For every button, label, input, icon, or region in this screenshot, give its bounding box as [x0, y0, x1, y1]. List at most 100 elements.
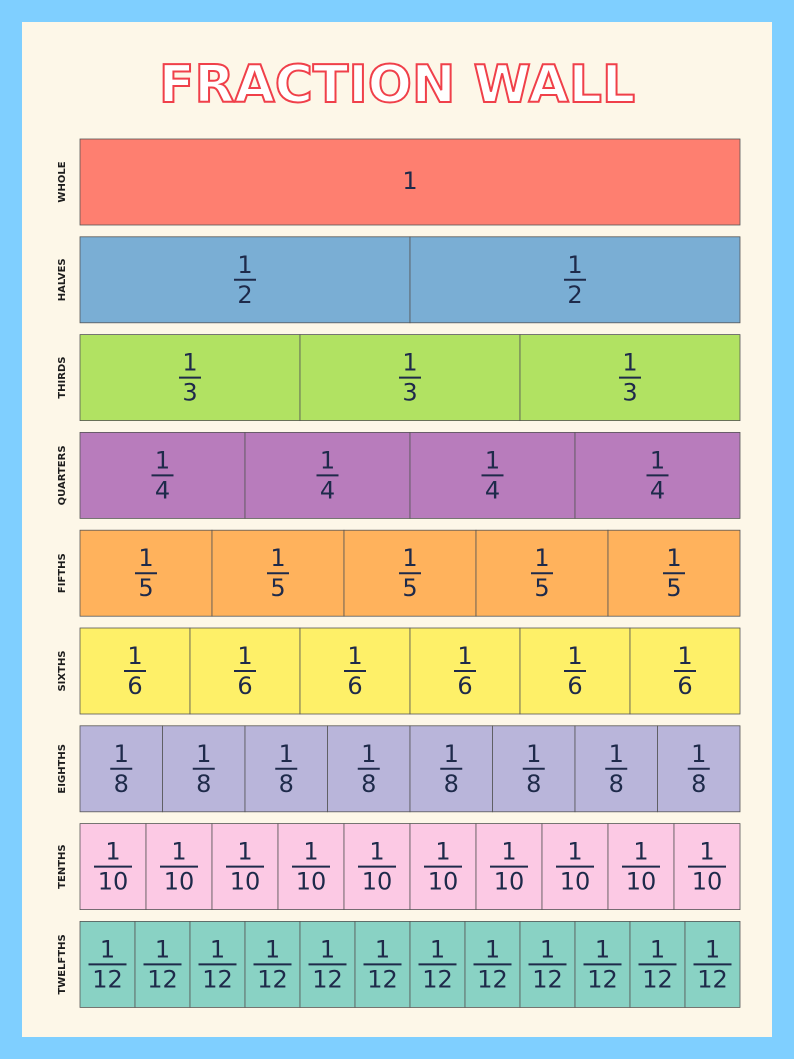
- denominator: 6: [457, 672, 472, 700]
- denominator: 4: [650, 476, 665, 504]
- denominator: 10: [230, 868, 261, 896]
- denominator: 12: [147, 965, 178, 993]
- denominator: 12: [257, 965, 288, 993]
- numerator: 1: [105, 838, 120, 866]
- denominator: 5: [270, 574, 285, 602]
- denominator: 5: [402, 574, 417, 602]
- denominator: 10: [560, 868, 591, 896]
- numerator: 1: [210, 935, 225, 963]
- numerator: 1: [303, 838, 318, 866]
- denominator: 2: [567, 281, 582, 309]
- numerator: 1: [270, 544, 285, 572]
- numerator: 1: [155, 935, 170, 963]
- fraction-cell: [343, 529, 477, 617]
- numerator: 1: [361, 740, 376, 768]
- numerator: 1: [127, 642, 142, 670]
- numerator: 1: [114, 740, 129, 768]
- denominator: 12: [642, 965, 673, 993]
- denominator: 6: [567, 672, 582, 700]
- numerator: 1: [444, 740, 459, 768]
- denominator: 3: [622, 379, 637, 407]
- numerator: 1: [526, 740, 541, 768]
- numerator: 1: [457, 642, 472, 670]
- numerator: 1: [138, 544, 153, 572]
- row-label: TENTHS: [57, 844, 68, 888]
- numerator: 1: [501, 838, 516, 866]
- denominator: 10: [98, 868, 129, 896]
- denominator: 12: [697, 965, 728, 993]
- denominator: 8: [609, 770, 624, 798]
- denominator: 6: [127, 672, 142, 700]
- numerator: 1: [534, 544, 549, 572]
- numerator: 1: [171, 838, 186, 866]
- denominator: 10: [428, 868, 459, 896]
- numerator: 1: [237, 838, 252, 866]
- denominator: 12: [92, 965, 123, 993]
- numerator: 1: [691, 740, 706, 768]
- numerator: 1: [699, 838, 714, 866]
- numerator: 1: [595, 935, 610, 963]
- numerator: 1: [677, 642, 692, 670]
- denominator: 12: [367, 965, 398, 993]
- denominator: 3: [402, 379, 417, 407]
- denominator: 4: [155, 476, 170, 504]
- denominator: 8: [526, 770, 541, 798]
- title: FRACTION WALL: [159, 55, 635, 115]
- numerator: 1: [633, 838, 648, 866]
- row-label: SIXTHS: [57, 650, 68, 691]
- numerator: 1: [369, 838, 384, 866]
- denominator: 12: [312, 965, 343, 993]
- numerator: 1: [402, 544, 417, 572]
- row-label: EIGHTHS: [57, 744, 68, 794]
- numerator: 1: [650, 446, 665, 474]
- denominator: 8: [114, 770, 129, 798]
- denominator: 4: [320, 476, 335, 504]
- numerator: 1: [485, 446, 500, 474]
- numerator: 1: [430, 935, 445, 963]
- numerator: 1: [320, 935, 335, 963]
- denominator: 5: [534, 574, 549, 602]
- numerator: 1: [196, 740, 211, 768]
- row-label: WHOLE: [57, 161, 68, 202]
- numerator: 1: [237, 642, 252, 670]
- numerator: 1: [265, 935, 280, 963]
- denominator: 5: [666, 574, 681, 602]
- denominator: 5: [138, 574, 153, 602]
- denominator: 10: [494, 868, 525, 896]
- numerator: 1: [705, 935, 720, 963]
- row-label: FIFTHS: [57, 553, 68, 593]
- row-label: HALVES: [57, 258, 68, 301]
- denominator: 3: [182, 379, 197, 407]
- denominator: 8: [279, 770, 294, 798]
- denominator: 12: [587, 965, 618, 993]
- row-label: QUARTERS: [57, 445, 68, 505]
- row-label: THIRDS: [57, 357, 68, 399]
- numerator: 1: [650, 935, 665, 963]
- numerator: 1: [375, 935, 390, 963]
- denominator: 10: [296, 868, 327, 896]
- denominator: 4: [485, 476, 500, 504]
- row-label: TWELFTHS: [57, 934, 68, 994]
- numerator: 1: [182, 349, 197, 377]
- numerator: 1: [402, 349, 417, 377]
- denominator: 12: [532, 965, 563, 993]
- numerator: 1: [567, 838, 582, 866]
- fraction-cell: [79, 138, 741, 226]
- numerator: 1: [540, 935, 555, 963]
- denominator: 10: [362, 868, 393, 896]
- numerator: 1: [237, 251, 252, 279]
- denominator: 8: [691, 770, 706, 798]
- numerator: 1: [320, 446, 335, 474]
- numerator: 1: [435, 838, 450, 866]
- fraction-value: 1: [402, 167, 417, 195]
- denominator: 10: [164, 868, 195, 896]
- denominator: 6: [347, 672, 362, 700]
- denominator: 12: [202, 965, 233, 993]
- numerator: 1: [347, 642, 362, 670]
- denominator: 10: [692, 868, 723, 896]
- fraction-cell: [162, 725, 246, 813]
- numerator: 1: [666, 544, 681, 572]
- numerator: 1: [567, 642, 582, 670]
